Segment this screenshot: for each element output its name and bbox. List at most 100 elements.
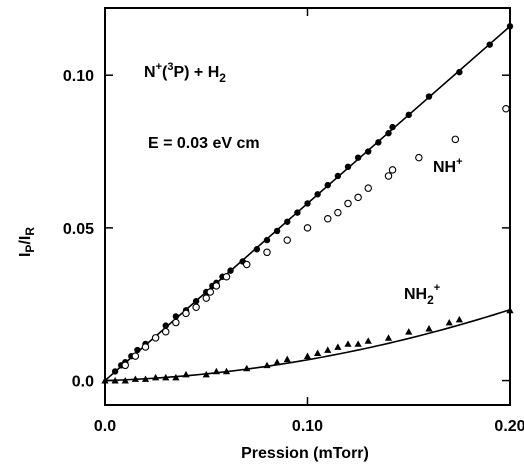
data-point-triangle xyxy=(222,367,231,375)
y-tick-label: 0.0 xyxy=(72,374,94,391)
data-point-triangle xyxy=(506,306,514,314)
data-point-filled-circle xyxy=(385,130,392,137)
data-point-open-circle xyxy=(192,303,200,312)
data-point-open-circle xyxy=(202,294,211,302)
data-point-triangle xyxy=(243,364,251,372)
data-point-filled-circle xyxy=(162,322,169,329)
data-point-open-circle xyxy=(415,153,423,162)
nh-base: NH xyxy=(433,159,456,176)
field-label: E = 0.03 eV cm xyxy=(148,135,260,152)
data-point-open-circle xyxy=(172,318,180,327)
nh2-sup: + xyxy=(434,282,440,294)
data-point-triangle xyxy=(141,375,150,382)
y-axis-title-sub2: R xyxy=(23,227,37,236)
nh-plus-label: NH+ xyxy=(433,156,463,176)
data-point-triangle xyxy=(152,373,160,381)
reaction-mid: P) + H xyxy=(173,64,219,81)
data-point-triangle xyxy=(455,315,463,323)
data-point-triangle xyxy=(212,367,220,375)
x-tick-label: 0.20 xyxy=(494,418,524,435)
data-point-open-circle xyxy=(206,288,215,296)
data-point-filled-circle xyxy=(405,111,412,119)
data-point-filled-circle xyxy=(344,163,352,170)
ticks xyxy=(104,8,511,405)
y-axis-title-sub: P xyxy=(23,245,37,253)
data-point-open-circle xyxy=(141,343,150,351)
data-point-filled-circle xyxy=(314,191,321,198)
data-point-open-circle xyxy=(212,282,221,290)
data-point-filled-circle xyxy=(456,68,463,76)
data-point-open-circle xyxy=(334,208,342,217)
nh-sup: + xyxy=(456,156,462,168)
data-point-filled-circle xyxy=(389,123,396,131)
data-point-triangle xyxy=(303,352,312,360)
reaction-label: N+(3P) + H2 xyxy=(144,61,226,85)
data-point-filled-circle xyxy=(273,227,281,235)
data-point-triangle xyxy=(162,373,170,381)
data-point-filled-circle xyxy=(263,236,271,244)
data-point-triangle xyxy=(273,358,281,366)
data-point-triangle xyxy=(324,346,332,353)
tick-labels: 0.0 0.10 0.20 0.0 0.05 0.10 xyxy=(63,68,524,435)
data-point-open-circle xyxy=(451,135,460,144)
data-point-filled-circle xyxy=(253,246,261,253)
reaction-sup2: 3 xyxy=(167,61,173,73)
data-point-filled-circle xyxy=(172,313,180,320)
data-point-filled-circle xyxy=(134,346,141,354)
data-point-triangle xyxy=(405,328,413,335)
data-point-filled-circle xyxy=(324,181,331,189)
data-point-triangle xyxy=(131,375,139,382)
data-point-filled-circle xyxy=(111,368,119,375)
data-point-triangle xyxy=(121,376,129,384)
data-point-open-circle xyxy=(502,105,510,113)
data-point-triangle xyxy=(344,340,352,347)
data-point-open-circle xyxy=(323,214,332,223)
data-point-open-circle xyxy=(151,334,160,342)
reaction-sub: 2 xyxy=(219,71,226,85)
x-axis-title: Pression (mTorr) xyxy=(241,445,369,462)
data-point-open-circle xyxy=(283,236,291,244)
data-point-triangle xyxy=(172,373,180,381)
data-point-open-circle xyxy=(263,248,271,257)
nh2-plus-label: NH2+ xyxy=(404,282,440,307)
data-point-filled-circle xyxy=(365,148,372,155)
y-axis-title-main: I xyxy=(17,253,34,257)
data-point-triangle xyxy=(263,361,271,369)
data-point-open-circle xyxy=(344,199,352,208)
data-point-triangle xyxy=(445,318,453,326)
reaction-open: ( xyxy=(162,64,168,81)
data-point-open-circle xyxy=(388,166,397,174)
data-point-triangle xyxy=(384,334,393,341)
reaction-sup1: + xyxy=(156,61,162,73)
data-point-filled-circle xyxy=(354,154,362,161)
nh2-base: NH xyxy=(404,286,427,303)
data-point-triangle xyxy=(111,376,119,384)
data-point-triangle xyxy=(101,376,109,384)
reaction-prefix: N xyxy=(144,64,156,81)
y-axis-title: IP/IR xyxy=(17,227,37,257)
data-point-filled-circle xyxy=(425,93,433,100)
data-point-triangle xyxy=(314,349,322,356)
nh2-sub: 2 xyxy=(427,293,434,307)
data-marks xyxy=(101,23,514,384)
data-point-filled-circle xyxy=(334,172,342,180)
data-point-filled-circle xyxy=(192,297,200,305)
data-point-open-circle xyxy=(303,224,312,232)
x-tick-label: 0.10 xyxy=(292,418,323,435)
data-point-filled-circle xyxy=(227,267,234,274)
data-point-triangle xyxy=(425,325,433,332)
data-point-filled-circle xyxy=(375,139,382,146)
data-point-triangle xyxy=(354,340,362,347)
data-point-filled-circle xyxy=(506,23,514,30)
data-point-triangle xyxy=(364,337,372,344)
data-point-open-circle xyxy=(182,309,190,318)
data-point-triangle xyxy=(283,355,291,363)
data-point-open-circle xyxy=(121,361,130,370)
data-point-triangle xyxy=(202,370,210,378)
data-point-open-circle xyxy=(131,352,140,360)
data-point-filled-circle xyxy=(294,209,301,216)
data-point-open-circle xyxy=(222,272,231,281)
data-point-open-circle xyxy=(354,193,362,202)
data-point-filled-circle xyxy=(486,41,493,48)
